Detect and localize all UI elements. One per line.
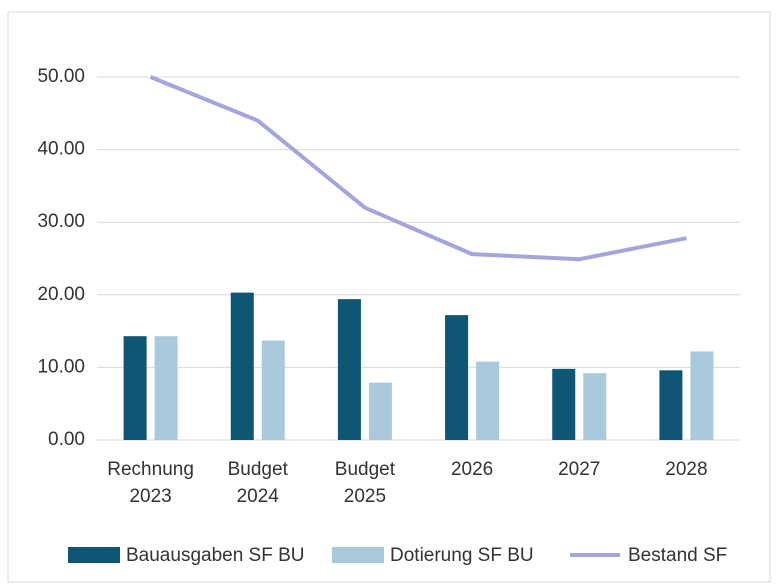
bar — [261, 340, 285, 440]
x-tick-label: Rechnung 2023 — [107, 459, 194, 507]
y-tick-label: 20.00 — [37, 284, 85, 305]
legend-label: Bestand SF — [628, 545, 727, 566]
legend-label: Dotierung SF BU — [390, 545, 534, 566]
line — [149, 75, 687, 262]
bar — [476, 361, 500, 440]
bar — [337, 299, 361, 440]
x-tick-label: Budget 2025 — [334, 459, 396, 507]
legend-label: Bauausgaben SF BU — [126, 545, 305, 566]
y-tick-label: 40.00 — [37, 139, 85, 160]
bar — [690, 351, 714, 440]
x-tick-label: 2027 — [558, 459, 601, 480]
legend-swatch — [332, 547, 384, 563]
bar — [445, 315, 469, 440]
x-tick-label: 2026 — [450, 459, 494, 480]
chart-border — [7, 11, 771, 583]
bar — [583, 373, 607, 440]
bar — [659, 370, 683, 440]
x-tick-label: 2028 — [665, 459, 708, 480]
bar — [230, 292, 254, 440]
bar — [368, 382, 392, 440]
y-tick-label: 10.00 — [37, 356, 85, 377]
x-tick-label: Budget 2024 — [227, 459, 288, 507]
y-tick-label: 0.00 — [48, 429, 85, 450]
bar — [123, 336, 147, 440]
y-tick-label: 50.00 — [37, 66, 85, 87]
bar — [552, 368, 576, 440]
y-tick-label: 30.00 — [37, 211, 85, 232]
bar — [154, 336, 178, 440]
legend-swatch — [68, 547, 120, 563]
